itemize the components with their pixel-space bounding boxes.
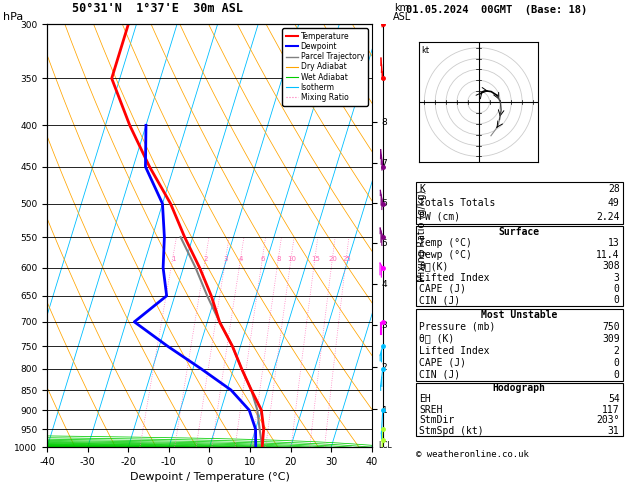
Text: CAPE (J): CAPE (J) [419, 358, 466, 367]
Text: Most Unstable: Most Unstable [481, 310, 557, 320]
Text: 8: 8 [277, 256, 281, 262]
Text: 49: 49 [608, 198, 620, 208]
Text: 750: 750 [602, 322, 620, 331]
Text: km
ASL: km ASL [392, 2, 411, 22]
Text: 0: 0 [614, 369, 620, 380]
Text: Pressure (mb): Pressure (mb) [419, 322, 495, 331]
Text: 203°: 203° [596, 416, 620, 425]
Text: 0: 0 [614, 284, 620, 294]
Text: kt: kt [421, 46, 429, 54]
Text: CAPE (J): CAPE (J) [419, 284, 466, 294]
Legend: Temperature, Dewpoint, Parcel Trajectory, Dry Adiabat, Wet Adiabat, Isotherm, Mi: Temperature, Dewpoint, Parcel Trajectory… [282, 28, 368, 105]
Text: 3: 3 [614, 273, 620, 282]
Text: 0: 0 [614, 358, 620, 367]
Text: Totals Totals: Totals Totals [419, 198, 495, 208]
Text: 6: 6 [260, 256, 265, 262]
Text: 4: 4 [239, 256, 243, 262]
Text: Dewp (°C): Dewp (°C) [419, 250, 472, 260]
Text: 13: 13 [608, 238, 620, 248]
Text: 20: 20 [328, 256, 337, 262]
Text: Lifted Index: Lifted Index [419, 346, 489, 356]
Text: 10: 10 [287, 256, 296, 262]
Text: 2: 2 [204, 256, 208, 262]
Text: 0: 0 [614, 295, 620, 306]
Text: CIN (J): CIN (J) [419, 369, 460, 380]
Text: PW (cm): PW (cm) [419, 212, 460, 222]
Text: LCL: LCL [378, 441, 392, 450]
Text: EH: EH [419, 394, 431, 404]
Text: Lifted Index: Lifted Index [419, 273, 489, 282]
Text: θᴄ(K): θᴄ(K) [419, 261, 448, 271]
Text: Surface: Surface [499, 226, 540, 237]
Text: 309: 309 [602, 333, 620, 344]
Text: Temp (°C): Temp (°C) [419, 238, 472, 248]
Text: 11.4: 11.4 [596, 250, 620, 260]
Text: 50°31'N  1°37'E  30m ASL: 50°31'N 1°37'E 30m ASL [72, 1, 243, 15]
Text: 1: 1 [171, 256, 175, 262]
Text: 3: 3 [224, 256, 228, 262]
Text: hPa: hPa [3, 12, 23, 22]
Text: SREH: SREH [419, 405, 442, 415]
Text: CIN (J): CIN (J) [419, 295, 460, 306]
Text: K: K [419, 184, 425, 194]
X-axis label: Dewpoint / Temperature (°C): Dewpoint / Temperature (°C) [130, 472, 289, 483]
Text: 25: 25 [342, 256, 351, 262]
Text: 01.05.2024  00GMT  (Base: 18): 01.05.2024 00GMT (Base: 18) [406, 4, 587, 15]
Text: 2.24: 2.24 [596, 212, 620, 222]
Text: θᴄ (K): θᴄ (K) [419, 333, 454, 344]
Text: 2: 2 [614, 346, 620, 356]
Text: 54: 54 [608, 394, 620, 404]
Text: © weatheronline.co.uk: © weatheronline.co.uk [416, 450, 528, 459]
Text: Hodograph: Hodograph [493, 383, 546, 393]
Text: StmDir: StmDir [419, 416, 454, 425]
Text: 28: 28 [608, 184, 620, 194]
Text: 117: 117 [602, 405, 620, 415]
Text: 31: 31 [608, 426, 620, 436]
Text: Mixing Ratio (g/kg): Mixing Ratio (g/kg) [417, 190, 427, 282]
Text: 15: 15 [311, 256, 320, 262]
Text: 308: 308 [602, 261, 620, 271]
Text: StmSpd (kt): StmSpd (kt) [419, 426, 484, 436]
